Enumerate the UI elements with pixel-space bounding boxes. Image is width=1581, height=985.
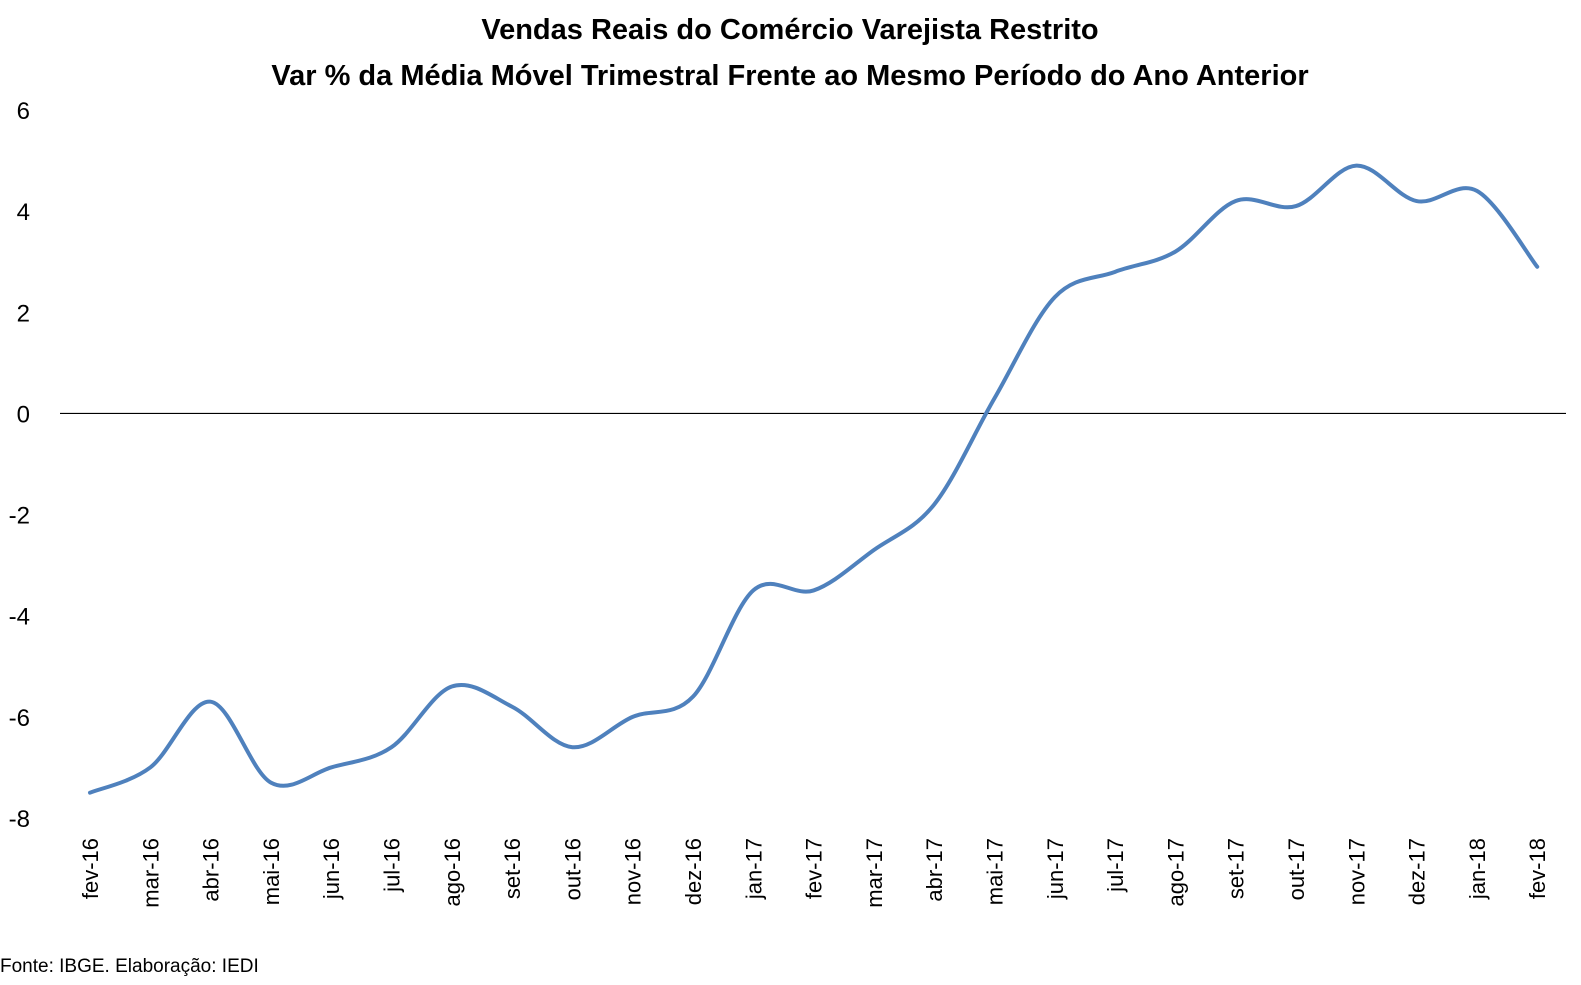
- x-tick-label: dez-17: [1405, 838, 1430, 905]
- y-tick-label: -8: [9, 806, 30, 833]
- x-tick-label: jan-17: [741, 838, 766, 900]
- x-tick-label: ago-16: [440, 838, 465, 907]
- y-tick-label: 0: [17, 401, 30, 428]
- x-tick-label: set-17: [1224, 838, 1249, 899]
- chart-title: Vendas Reais do Comércio Varejista Restr…: [481, 14, 1098, 46]
- x-tick-label: mai-16: [259, 838, 284, 905]
- x-tick-label: fev-18: [1525, 838, 1550, 899]
- y-tick-label: -4: [9, 604, 30, 631]
- x-tick-label: jul-16: [380, 838, 405, 893]
- chart-subtitle: Var % da Média Móvel Trimestral Frente a…: [271, 60, 1308, 92]
- x-tick-label: jul-17: [1103, 838, 1128, 893]
- y-tick-label: 2: [17, 300, 30, 327]
- x-tick-label: jun-16: [319, 838, 344, 900]
- x-tick-label: nov-16: [621, 838, 646, 905]
- x-tick-label: fev-16: [78, 838, 103, 899]
- source-note: Fonte: IBGE. Elaboração: IEDI: [0, 956, 259, 977]
- x-tick-label: jan-18: [1465, 838, 1490, 900]
- y-axis: 6 4 2 0 -2 -4 -6 -8: [9, 98, 30, 833]
- x-tick-label: dez-16: [681, 838, 706, 905]
- x-tick-label: ago-17: [1163, 838, 1188, 907]
- x-tick-label: nov-17: [1344, 838, 1369, 905]
- x-tick-label: out-17: [1284, 838, 1309, 900]
- series-line: [88, 163, 1540, 795]
- x-axis: fev-16 mar-16 abr-16 mai-16 jun-16 jul-16 ago-…: [78, 838, 1550, 908]
- y-tick-label: 6: [17, 98, 30, 125]
- x-tick-label: abr-17: [922, 838, 947, 902]
- x-tick-label: mar-16: [138, 838, 163, 908]
- x-tick-label: abr-16: [199, 838, 224, 902]
- x-tick-label: set-16: [500, 838, 525, 899]
- y-tick-label: -6: [9, 705, 30, 732]
- y-tick-label: -2: [9, 503, 30, 530]
- x-tick-label: mar-17: [862, 838, 887, 908]
- x-tick-label: fev-17: [802, 838, 827, 899]
- x-tick-label: out-16: [560, 838, 585, 900]
- x-tick-label: mai-17: [983, 838, 1008, 905]
- x-tick-label: jun-17: [1043, 838, 1068, 900]
- y-tick-label: 4: [17, 199, 30, 226]
